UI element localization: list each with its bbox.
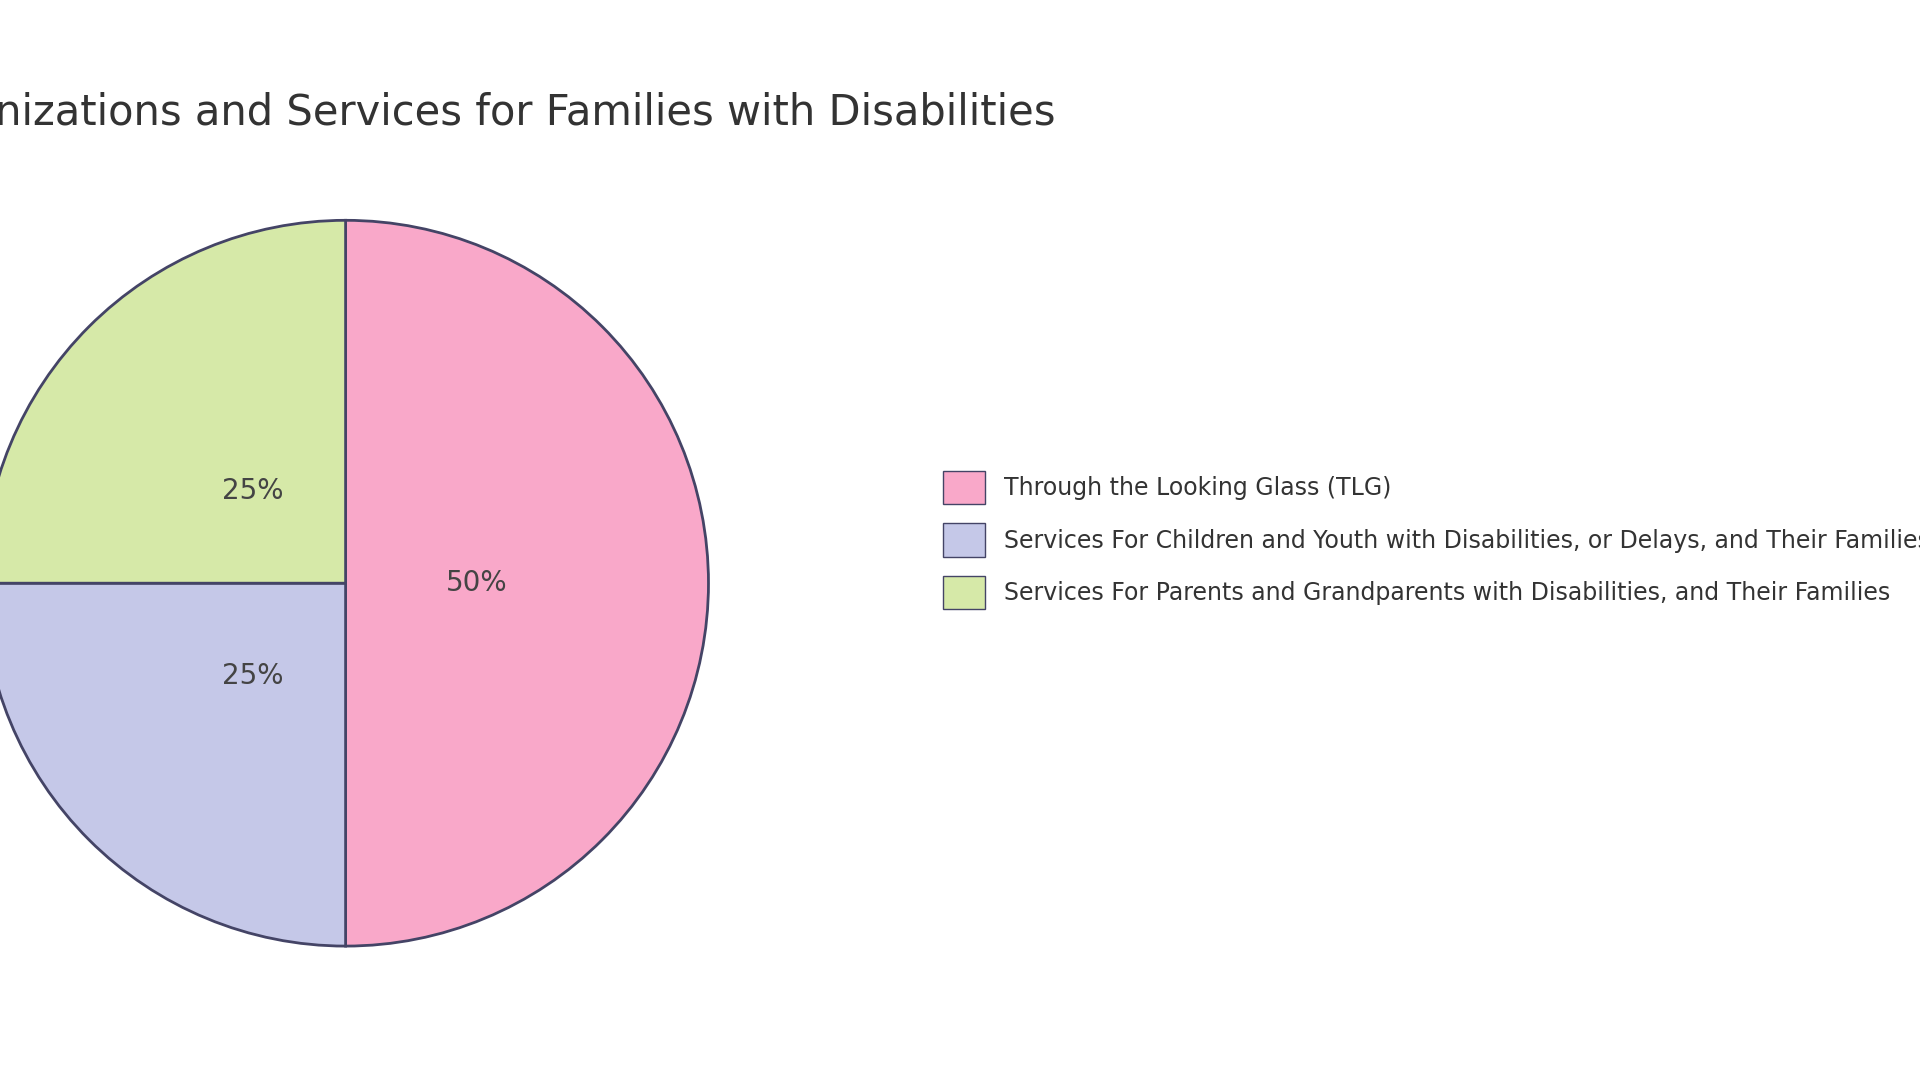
Text: 25%: 25% — [223, 662, 284, 689]
Legend: Through the Looking Glass (TLG), Services For Children and Youth with Disabiliti: Through the Looking Glass (TLG), Service… — [933, 461, 1920, 619]
Text: 50%: 50% — [445, 569, 507, 597]
Wedge shape — [0, 220, 346, 583]
Text: 25%: 25% — [223, 477, 284, 504]
Text: Organizations and Services for Families with Disabilities: Organizations and Services for Families … — [0, 92, 1056, 134]
Wedge shape — [0, 583, 346, 946]
Wedge shape — [346, 220, 708, 946]
